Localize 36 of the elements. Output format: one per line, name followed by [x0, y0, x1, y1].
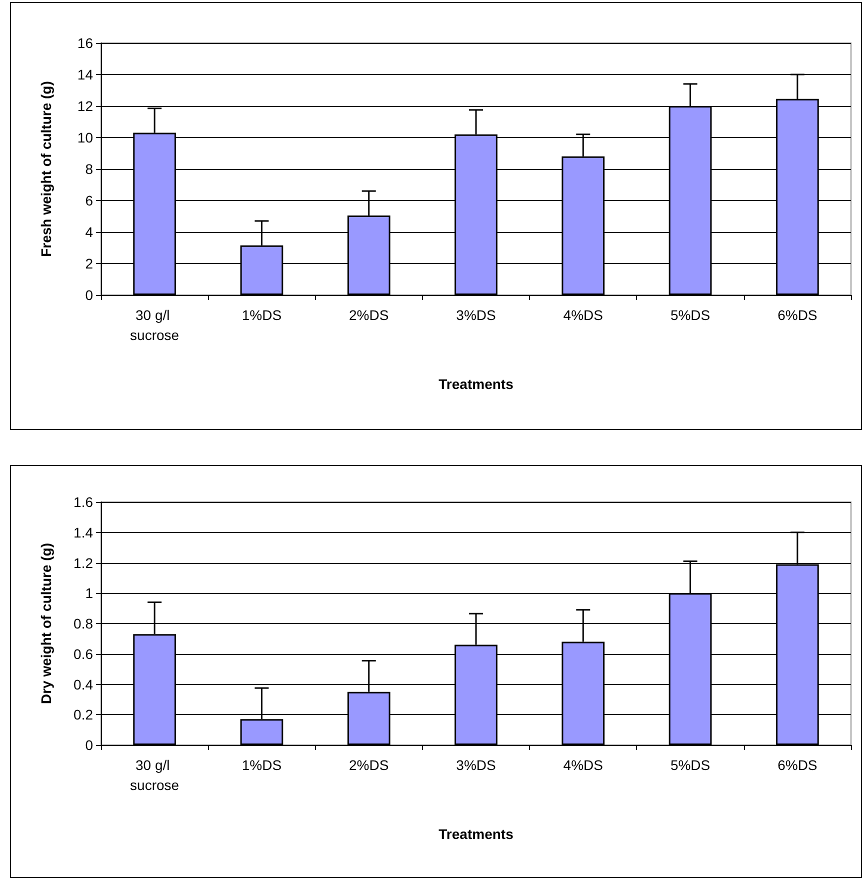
y-axis-title: Fresh weight of culture (g) [38, 81, 54, 257]
x-tick-label: 5%DS [670, 307, 710, 323]
y-axis-title: Dry weight of culture (g) [38, 543, 54, 704]
y-tick-label: 1 [85, 585, 94, 602]
y-tick-label: 8 [85, 161, 94, 177]
x-tick-label: 5%DS [670, 757, 710, 773]
x-tick-label: 1%DS [242, 307, 282, 323]
x-tick-label: 3%DS [456, 757, 496, 773]
x-tick-label: 4%DS [563, 307, 603, 323]
y-tick-label: 16 [77, 35, 94, 51]
x-tick-label: 3%DS [456, 307, 496, 323]
y-tick-label: 0.4 [74, 676, 94, 692]
y-tick-label: 1.4 [74, 524, 94, 540]
x-tick-label: 2%DS [349, 307, 389, 323]
y-tick-label: 14 [77, 66, 94, 82]
y-tick-label: 12 [77, 98, 94, 114]
y-tick-label: 0 [85, 287, 94, 303]
y-tick-label: 4 [85, 224, 94, 240]
y-tick-label: 1.2 [74, 554, 94, 571]
y-tick-label: 0.2 [74, 706, 94, 723]
x-tick-label: 30 g/l sucrose [130, 307, 180, 343]
x-tick-label: 6%DS [778, 757, 818, 773]
y-tick-label: 0 [85, 737, 94, 753]
y-tick-label: 6 [85, 192, 94, 208]
y-tick-label: 0.8 [74, 616, 94, 632]
x-tick-label: 30 g/l sucrose [130, 757, 180, 793]
x-tick-label: 4%DS [563, 757, 603, 773]
y-tick-label: 10 [77, 130, 94, 146]
x-axis-title: Treatments [438, 826, 514, 842]
y-tick-label: 1.6 [74, 494, 94, 510]
x-tick-label: 2%DS [349, 757, 389, 773]
y-tick-label: 0.6 [74, 646, 94, 662]
x-axis-title: Treatments [438, 376, 514, 392]
y-tick-label: 2 [85, 256, 94, 272]
x-tick-label: 1%DS [242, 757, 282, 773]
x-tick-label: 6%DS [778, 307, 818, 323]
